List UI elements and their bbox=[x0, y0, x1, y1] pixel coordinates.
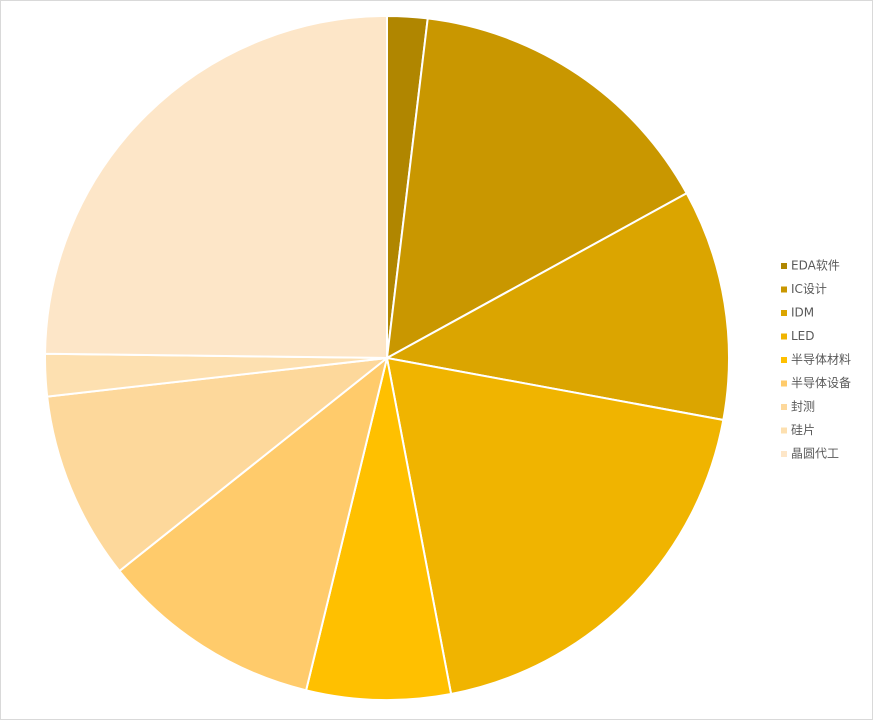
legend-swatch bbox=[781, 427, 787, 434]
pie-slice bbox=[385, 356, 725, 696]
legend-label: 半导体设备 bbox=[791, 376, 851, 390]
pie-slice bbox=[304, 357, 453, 701]
legend-swatch bbox=[781, 451, 787, 457]
legend-label: 封测 bbox=[791, 400, 815, 414]
legend-label: IDM bbox=[791, 306, 814, 320]
legend-label: 晶圆代工 bbox=[791, 447, 839, 461]
pie-slice bbox=[44, 14, 388, 360]
legend-label: 半导体材料 bbox=[791, 353, 851, 367]
legend-label: IC设计 bbox=[791, 282, 827, 296]
legend-swatch bbox=[781, 380, 787, 387]
legend-swatch bbox=[781, 357, 787, 363]
legend-swatch bbox=[781, 263, 787, 269]
legend-swatch bbox=[781, 404, 787, 410]
pie-slice bbox=[118, 355, 389, 692]
pie-slice bbox=[46, 356, 391, 573]
pie-slice bbox=[385, 17, 689, 360]
pie-slice bbox=[384, 191, 730, 422]
legend-label: LED bbox=[791, 329, 815, 343]
legend-label: EDA软件 bbox=[791, 259, 840, 273]
legend-swatch bbox=[781, 286, 787, 293]
legend-swatch bbox=[781, 310, 787, 316]
legend-swatch bbox=[781, 333, 787, 340]
legend-label: 硅片 bbox=[791, 423, 815, 437]
